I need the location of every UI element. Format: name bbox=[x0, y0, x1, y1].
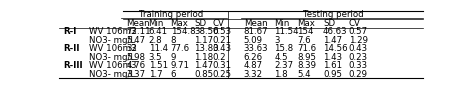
Text: 15.8: 15.8 bbox=[274, 44, 293, 53]
Text: 9: 9 bbox=[171, 53, 176, 62]
Text: 3.32: 3.32 bbox=[244, 70, 263, 79]
Text: Max: Max bbox=[171, 19, 189, 28]
Text: 38.56: 38.56 bbox=[194, 27, 219, 36]
Text: 0.53: 0.53 bbox=[213, 27, 232, 36]
Text: 77.6: 77.6 bbox=[171, 44, 190, 53]
Text: 9.71: 9.71 bbox=[171, 61, 190, 70]
Text: 0.31: 0.31 bbox=[213, 61, 232, 70]
Text: 1.17: 1.17 bbox=[194, 36, 214, 45]
Text: 0.43: 0.43 bbox=[213, 44, 232, 53]
Text: WV 106m3: WV 106m3 bbox=[90, 27, 137, 36]
Text: Min: Min bbox=[148, 19, 164, 28]
Text: 0.85: 0.85 bbox=[194, 70, 214, 79]
Text: 0.23: 0.23 bbox=[349, 53, 368, 62]
Text: Min: Min bbox=[274, 19, 290, 28]
Text: R-II: R-II bbox=[63, 44, 80, 53]
Text: 8.39: 8.39 bbox=[297, 61, 316, 70]
Text: 1.18: 1.18 bbox=[194, 53, 214, 62]
Text: 0.29: 0.29 bbox=[349, 70, 368, 79]
Text: 0.57: 0.57 bbox=[349, 27, 368, 36]
Text: 1.29: 1.29 bbox=[349, 36, 368, 45]
Text: 0.43: 0.43 bbox=[349, 44, 368, 53]
Text: 5.4: 5.4 bbox=[297, 70, 311, 79]
Text: 1.47: 1.47 bbox=[194, 61, 214, 70]
Text: 11.54: 11.54 bbox=[274, 27, 299, 36]
Text: SD: SD bbox=[194, 19, 207, 28]
Text: Mean: Mean bbox=[127, 19, 150, 28]
Text: 81.67: 81.67 bbox=[244, 27, 268, 36]
Text: 14.56: 14.56 bbox=[323, 44, 347, 53]
Text: 7.6: 7.6 bbox=[297, 36, 311, 45]
Text: 0.25: 0.25 bbox=[213, 70, 232, 79]
Text: 32: 32 bbox=[127, 44, 137, 53]
Text: R-III: R-III bbox=[63, 61, 82, 70]
Text: Max: Max bbox=[297, 19, 315, 28]
Text: 5.47: 5.47 bbox=[127, 36, 146, 45]
Text: 4.5: 4.5 bbox=[274, 53, 288, 62]
Text: R-I: R-I bbox=[63, 27, 76, 36]
Text: NO3- mg/L: NO3- mg/L bbox=[90, 70, 136, 79]
Text: 3.5: 3.5 bbox=[148, 53, 162, 62]
Text: 0.21: 0.21 bbox=[213, 36, 232, 45]
Text: WV 106m3: WV 106m3 bbox=[90, 61, 137, 70]
Text: 0.95: 0.95 bbox=[323, 70, 342, 79]
Text: 6.26: 6.26 bbox=[244, 53, 263, 62]
Text: 1.61: 1.61 bbox=[323, 61, 342, 70]
Text: 1.51: 1.51 bbox=[148, 61, 168, 70]
Text: 72.11: 72.11 bbox=[127, 27, 151, 36]
Text: NO3- mg/L: NO3- mg/L bbox=[90, 36, 136, 45]
Text: 46.63: 46.63 bbox=[323, 27, 347, 36]
Text: 0.33: 0.33 bbox=[349, 61, 368, 70]
Text: 2.37: 2.37 bbox=[274, 61, 293, 70]
Text: 13.83: 13.83 bbox=[194, 44, 219, 53]
Text: 4.76: 4.76 bbox=[127, 61, 146, 70]
Text: 1.43: 1.43 bbox=[323, 53, 342, 62]
Text: 11.4: 11.4 bbox=[148, 44, 168, 53]
Text: 2.8: 2.8 bbox=[148, 36, 162, 45]
Text: 5.09: 5.09 bbox=[244, 36, 263, 45]
Text: 3.37: 3.37 bbox=[127, 70, 146, 79]
Text: 1.8: 1.8 bbox=[274, 70, 288, 79]
Text: 1.7: 1.7 bbox=[148, 70, 162, 79]
Text: 6: 6 bbox=[171, 70, 176, 79]
Text: 71.6: 71.6 bbox=[297, 44, 317, 53]
Text: 8: 8 bbox=[171, 36, 176, 45]
Text: 33.63: 33.63 bbox=[244, 44, 268, 53]
Text: 154: 154 bbox=[297, 27, 314, 36]
Text: 154.8: 154.8 bbox=[171, 27, 195, 36]
Text: Testing period: Testing period bbox=[302, 10, 363, 19]
Text: Mean: Mean bbox=[244, 19, 267, 28]
Text: WV 106m3: WV 106m3 bbox=[90, 44, 137, 53]
Text: SD: SD bbox=[323, 19, 335, 28]
Text: CV: CV bbox=[213, 19, 225, 28]
Text: Training period: Training period bbox=[139, 10, 203, 19]
Text: 3: 3 bbox=[274, 36, 280, 45]
Text: 4.87: 4.87 bbox=[244, 61, 263, 70]
Text: 1.47: 1.47 bbox=[323, 36, 342, 45]
Text: 0.2: 0.2 bbox=[213, 53, 227, 62]
Text: 5.98: 5.98 bbox=[127, 53, 146, 62]
Text: NO3- mg/L: NO3- mg/L bbox=[90, 53, 136, 62]
Text: CV: CV bbox=[349, 19, 361, 28]
Text: 6.41: 6.41 bbox=[148, 27, 168, 36]
Text: 8.95: 8.95 bbox=[297, 53, 316, 62]
